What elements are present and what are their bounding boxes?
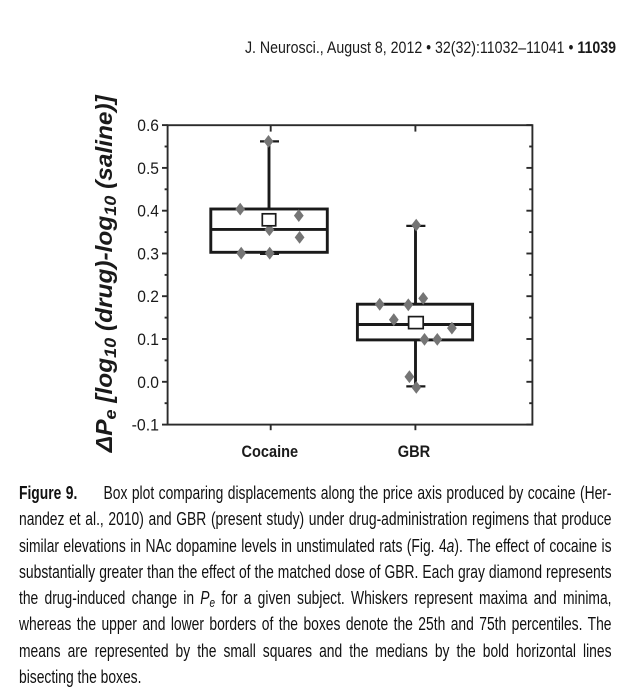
svg-text:GBR: GBR bbox=[398, 443, 431, 461]
svg-text:0.1: 0.1 bbox=[137, 330, 159, 349]
svg-text:-0.1: -0.1 bbox=[132, 416, 159, 435]
svg-text:Cocaine: Cocaine bbox=[242, 443, 299, 461]
svg-text:0.0: 0.0 bbox=[137, 373, 159, 392]
svg-text:0.2: 0.2 bbox=[137, 287, 159, 306]
svg-text:ΔPe [log10 (drug)-log10 (salin: ΔPe [log10 (drug)-log10 (saline)] bbox=[91, 94, 120, 453]
svg-text:0.4: 0.4 bbox=[137, 202, 159, 221]
svg-text:0.3: 0.3 bbox=[137, 245, 159, 264]
svg-text:0.5: 0.5 bbox=[137, 159, 159, 178]
svg-text:0.6: 0.6 bbox=[137, 116, 159, 135]
